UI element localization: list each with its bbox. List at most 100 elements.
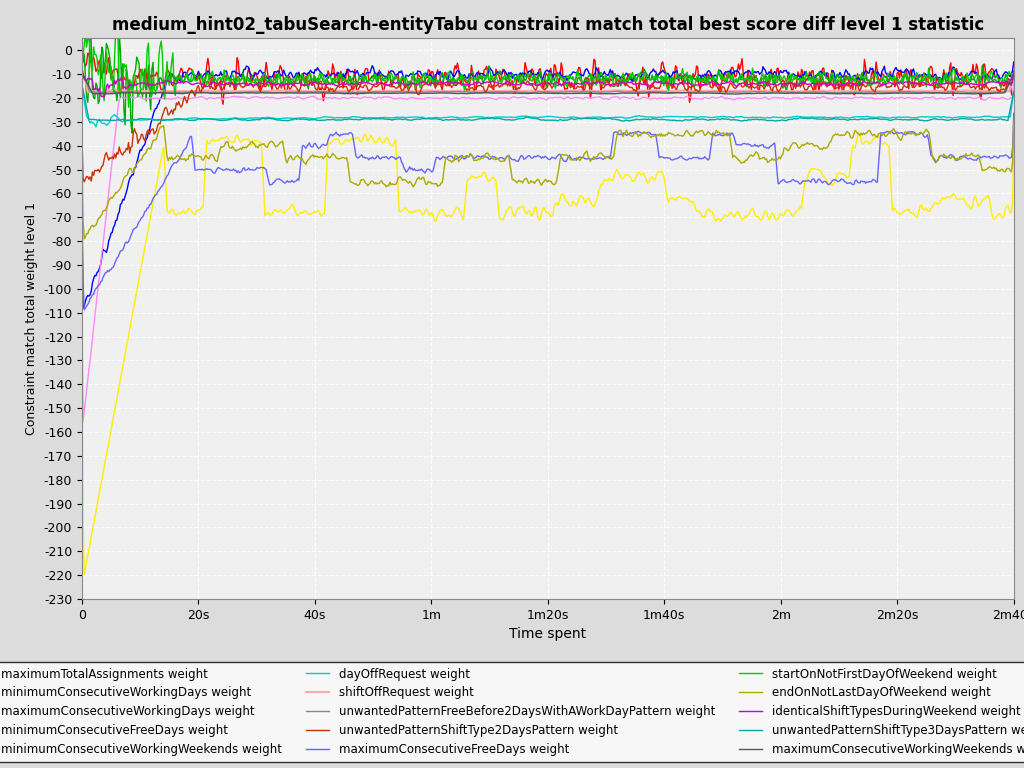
minimumConsecutiveWorkingDays weight [1008, 58, 1020, 67]
maximumConsecutiveWorkingWeekends weight [880, 89, 892, 98]
maximumConsecutiveWorkingWeekends weight [76, 68, 88, 77]
maximumConsecutiveFreeDays weight [783, 177, 796, 187]
unwantedPatternShiftType3DaysPattern weight [618, 117, 631, 126]
startOnNotFirstDayOfWeekend weight [881, 74, 893, 84]
unwantedPatternShiftType2DaysPattern weight [618, 79, 631, 88]
unwantedPatternFreeBefore2DaysWithAWorkDayPattern weight [670, 88, 682, 97]
dayOffRequest weight [671, 112, 683, 121]
endOnNotLastDayOfWeekend weight [76, 154, 88, 164]
maximumConsecutiveFreeDays weight [618, 129, 631, 138]
maximumTotalAssignments weight [217, 100, 229, 109]
minimumConsecutiveFreeDays weight [78, 570, 90, 579]
identicalShiftTypesDuringWeekend weight [98, 92, 111, 101]
minimumConsecutiveWorkingWeekends weight [783, 94, 796, 104]
maximumTotalAssignments weight [76, 49, 88, 58]
maximumTotalAssignments weight [82, 48, 94, 58]
Line: identicalShiftTypesDuringWeekend weight: identicalShiftTypesDuringWeekend weight [82, 67, 1014, 97]
minimumConsecutiveWorkingWeekends weight [618, 92, 631, 101]
maximumConsecutiveWorkingDays weight [784, 72, 797, 81]
maximumTotalAssignments weight [881, 74, 893, 83]
maximumConsecutiveWorkingDays weight [644, 75, 656, 84]
startOnNotFirstDayOfWeekend weight [123, 103, 135, 112]
minimumConsecutiveWorkingDays weight [134, 145, 146, 154]
maximumConsecutiveWorkingDays weight [1008, 74, 1020, 83]
endOnNotLastDayOfWeekend weight [134, 155, 146, 164]
Title: medium_hint02_tabuSearch-entityTabu constraint match total best score diff level: medium_hint02_tabuSearch-entityTabu cons… [112, 16, 984, 34]
maximumConsecutiveWorkingWeekends weight [729, 89, 741, 98]
identicalShiftTypesDuringWeekend weight [671, 79, 683, 88]
shiftOffRequest weight [97, 88, 110, 98]
maximumTotalAssignments weight [134, 65, 146, 74]
minimumConsecutiveFreeDays weight [643, 178, 655, 187]
startOnNotFirstDayOfWeekend weight [135, 65, 147, 74]
startOnNotFirstDayOfWeekend weight [620, 78, 632, 87]
shiftOffRequest weight [76, 65, 88, 74]
minimumConsecutiveFreeDays weight [618, 172, 631, 181]
maximumConsecutiveWorkingDays weight [620, 80, 632, 89]
startOnNotFirstDayOfWeekend weight [672, 71, 684, 80]
minimumConsecutiveWorkingWeekends weight [671, 93, 683, 102]
Line: endOnNotLastDayOfWeekend weight: endOnNotLastDayOfWeekend weight [82, 121, 1014, 239]
maximumConsecutiveWorkingDays weight [881, 72, 893, 81]
dayOffRequest weight [783, 113, 796, 122]
shiftOffRequest weight [880, 86, 892, 95]
Line: maximumConsecutiveWorkingDays weight: maximumConsecutiveWorkingDays weight [82, 18, 1014, 133]
unwantedPatternShiftType2DaysPattern weight [1008, 67, 1020, 76]
endOnNotLastDayOfWeekend weight [643, 130, 655, 139]
Line: unwantedPatternShiftType3DaysPattern weight: unwantedPatternShiftType3DaysPattern wei… [82, 85, 1014, 121]
unwantedPatternShiftType3DaysPattern weight [76, 81, 88, 90]
minimumConsecutiveWorkingWeekends weight [643, 94, 655, 103]
maximumTotalAssignments weight [620, 76, 632, 85]
unwantedPatternFreeBefore2DaysWithAWorkDayPattern weight [880, 88, 892, 97]
Line: shiftOffRequest weight: shiftOffRequest weight [82, 69, 1014, 93]
minimumConsecutiveFreeDays weight [783, 207, 796, 216]
endOnNotLastDayOfWeekend weight [671, 131, 683, 140]
Line: dayOffRequest weight: dayOffRequest weight [82, 84, 1014, 127]
maximumConsecutiveWorkingWeekends weight [133, 88, 145, 98]
startOnNotFirstDayOfWeekend weight [1008, 75, 1020, 84]
maximumConsecutiveFreeDays weight [76, 190, 88, 200]
minimumConsecutiveWorkingDays weight [618, 71, 631, 81]
dayOffRequest weight [90, 122, 102, 131]
shiftOffRequest weight [671, 86, 683, 95]
shiftOffRequest weight [618, 86, 631, 95]
maximumTotalAssignments weight [644, 83, 656, 92]
maximumConsecutiveFreeDays weight [78, 305, 90, 314]
endOnNotLastDayOfWeekend weight [618, 128, 631, 137]
dayOffRequest weight [1008, 87, 1020, 96]
maximumConsecutiveWorkingDays weight [84, 14, 96, 23]
unwantedPatternShiftType2DaysPattern weight [880, 79, 892, 88]
minimumConsecutiveWorkingWeekends weight [1008, 78, 1020, 88]
unwantedPatternShiftType3DaysPattern weight [783, 114, 796, 124]
maximumConsecutiveFreeDays weight [643, 127, 655, 137]
minimumConsecutiveFreeDays weight [671, 194, 683, 204]
maximumConsecutiveWorkingDays weight [672, 74, 684, 83]
maximumConsecutiveWorkingWeekends weight [616, 88, 629, 98]
startOnNotFirstDayOfWeekend weight [76, 45, 88, 54]
dayOffRequest weight [76, 80, 88, 89]
shiftOffRequest weight [643, 86, 655, 95]
maximumConsecutiveFreeDays weight [880, 127, 892, 137]
identicalShiftTypesDuringWeekend weight [134, 79, 146, 88]
unwantedPatternFreeBefore2DaysWithAWorkDayPattern weight [641, 88, 653, 97]
Line: maximumConsecutiveWorkingWeekends weight: maximumConsecutiveWorkingWeekends weight [82, 72, 1014, 94]
endOnNotLastDayOfWeekend weight [1008, 117, 1020, 126]
minimumConsecutiveWorkingDays weight [77, 303, 89, 313]
minimumConsecutiveWorkingDays weight [783, 72, 796, 81]
unwantedPatternShiftType3DaysPattern weight [671, 116, 683, 125]
unwantedPatternFreeBefore2DaysWithAWorkDayPattern weight [835, 88, 847, 98]
minimumConsecutiveFreeDays weight [134, 268, 146, 277]
maximumTotalAssignments weight [784, 82, 797, 91]
unwantedPatternShiftType3DaysPattern weight [1008, 88, 1020, 97]
maximumConsecutiveFreeDays weight [134, 216, 146, 225]
unwantedPatternFreeBefore2DaysWithAWorkDayPattern weight [782, 88, 795, 97]
minimumConsecutiveFreeDays weight [1008, 141, 1020, 151]
maximumConsecutiveWorkingDays weight [135, 85, 147, 94]
minimumConsecutiveWorkingWeekends weight [77, 417, 89, 426]
Legend: maximumTotalAssignments weight, minimumConsecutiveWorkingDays weight, maximumCon: maximumTotalAssignments weight, minimumC… [0, 662, 1024, 762]
Line: startOnNotFirstDayOfWeekend weight: startOnNotFirstDayOfWeekend weight [82, 29, 1014, 108]
maximumConsecutiveWorkingWeekends weight [1008, 69, 1020, 78]
minimumConsecutiveWorkingDays weight [76, 218, 88, 227]
minimumConsecutiveWorkingDays weight [643, 73, 655, 82]
maximumConsecutiveWorkingWeekends weight [670, 88, 682, 98]
